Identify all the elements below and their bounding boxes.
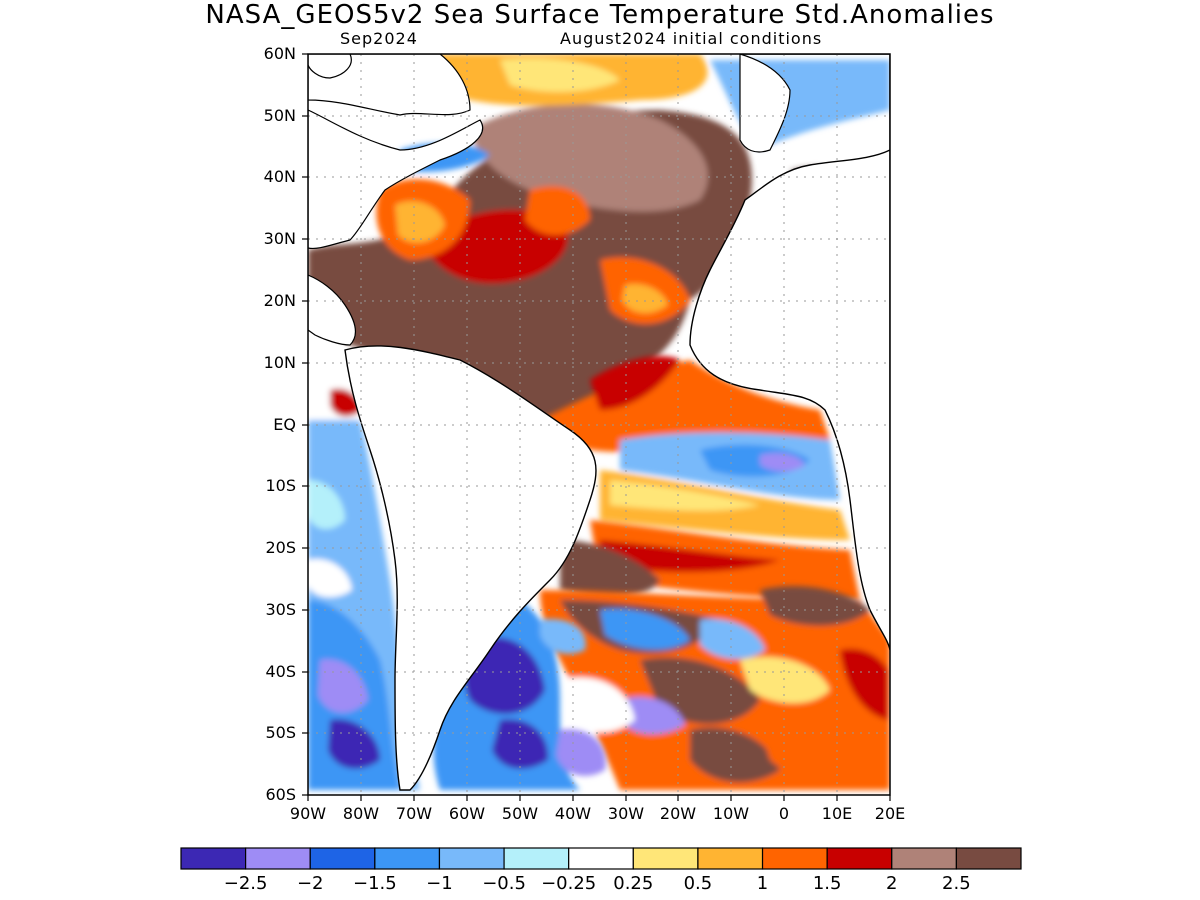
grid-lines xyxy=(308,54,890,795)
lat-label: 60N xyxy=(263,44,296,63)
lon-label: 40W xyxy=(554,804,592,823)
map-title: NASA_GEOS5v2 Sea Surface Temperature Std… xyxy=(205,0,995,30)
lat-label: 20N xyxy=(263,291,296,310)
anomaly-field xyxy=(308,54,890,795)
colorbar-swatch xyxy=(955,847,1022,870)
lat-label: 10S xyxy=(265,476,296,495)
lon-label: 90W xyxy=(289,804,327,823)
colorbar-tick-label: −0.25 xyxy=(541,873,597,894)
lon-label: 70W xyxy=(395,804,433,823)
lat-label: EQ xyxy=(273,415,296,434)
colorbar-swatch xyxy=(632,847,699,870)
lat-label: 60S xyxy=(265,785,296,804)
lat-label: 30S xyxy=(265,600,296,619)
colorbar-tick-label: 1 xyxy=(756,873,769,894)
lon-label: 20E xyxy=(874,804,906,823)
colorbar-tick-label: 2 xyxy=(886,873,898,894)
colorbar-tick-label: −2.5 xyxy=(223,873,268,894)
colorbar-tick-label: 2.5 xyxy=(942,873,971,894)
colorbar-tick-label: 1.5 xyxy=(812,873,842,894)
colorbar-swatch xyxy=(568,847,634,870)
colorbar-tick-label: −1.5 xyxy=(352,873,397,894)
lon-label: 10W xyxy=(712,804,750,823)
lon-label: 50W xyxy=(501,804,539,823)
axis-ticks xyxy=(302,53,891,801)
lon-label: 10E xyxy=(821,804,853,823)
lon-label: 60W xyxy=(448,804,486,823)
lat-label: 40N xyxy=(263,167,296,186)
colorbar-swatch xyxy=(761,847,828,870)
lat-label: 30N xyxy=(263,229,296,248)
lon-label: 20W xyxy=(659,804,697,823)
colorbar-swatch xyxy=(697,847,764,870)
colorbar-tick-label: −1 xyxy=(426,873,453,894)
lat-label: 10N xyxy=(263,353,296,372)
lat-label: 50S xyxy=(265,723,296,742)
colorbar-swatch xyxy=(891,847,957,870)
land-masses xyxy=(308,54,890,791)
colorbar-swatch xyxy=(503,847,570,870)
lat-label: 40S xyxy=(265,662,296,681)
colorbar-tick-label: 0.5 xyxy=(683,873,713,894)
forecast-month: Sep2024 xyxy=(340,29,418,48)
lon-label: 30W xyxy=(607,804,645,823)
colorbar-swatch xyxy=(180,847,247,870)
colorbar-swatch xyxy=(438,847,505,870)
lon-label: 80W xyxy=(342,804,380,823)
colorbar-swatch xyxy=(309,847,376,870)
colorbar xyxy=(180,847,1022,870)
colorbar-tick-label: −0.5 xyxy=(482,873,526,894)
lat-label: 50N xyxy=(263,106,296,125)
colorbar-swatch xyxy=(374,847,441,870)
colorbar-tick-label: −2 xyxy=(296,873,324,894)
colorbar-swatch xyxy=(826,847,893,870)
colorbar-swatch xyxy=(245,847,311,870)
initial-conditions-label: August2024 initial conditions xyxy=(560,29,823,48)
lon-label: 0 xyxy=(778,804,790,823)
lat-label: 20S xyxy=(265,538,296,557)
colorbar-tick-label: 0.25 xyxy=(613,873,654,894)
